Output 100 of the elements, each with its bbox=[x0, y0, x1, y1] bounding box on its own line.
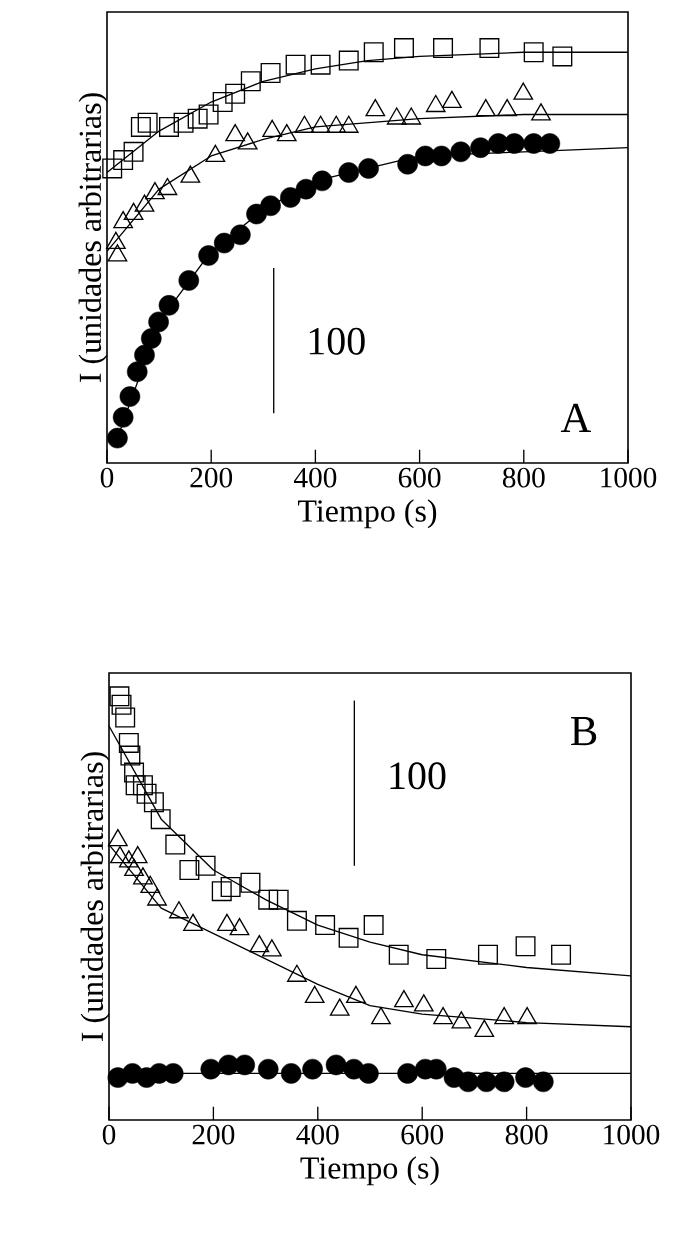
point bbox=[120, 745, 141, 766]
point bbox=[148, 311, 169, 333]
point bbox=[123, 141, 144, 162]
point bbox=[280, 1063, 302, 1084]
x-tick-label: 600 bbox=[398, 467, 441, 488]
annotation: 100 bbox=[309, 327, 365, 355]
point bbox=[388, 944, 409, 965]
point bbox=[113, 150, 134, 171]
point bbox=[118, 732, 139, 753]
point bbox=[393, 38, 414, 59]
point bbox=[433, 38, 454, 59]
point bbox=[230, 224, 251, 246]
x-tick-label: 400 bbox=[293, 467, 337, 488]
point bbox=[112, 407, 134, 428]
x-axis-title: Tiempo (s) bbox=[300, 1156, 439, 1186]
x-tick-label: 1000 bbox=[601, 467, 657, 488]
point bbox=[397, 1063, 418, 1084]
y-axis-title: I (unidades arbitrarias) bbox=[80, 752, 110, 1042]
point bbox=[457, 1071, 479, 1093]
point bbox=[137, 112, 158, 133]
point bbox=[533, 1071, 554, 1093]
point bbox=[130, 116, 151, 137]
point bbox=[179, 860, 200, 881]
annotation: 100 bbox=[390, 762, 446, 790]
point bbox=[159, 116, 179, 137]
point bbox=[325, 1054, 347, 1076]
point bbox=[552, 46, 573, 67]
point bbox=[260, 62, 281, 83]
point bbox=[280, 187, 301, 208]
point bbox=[115, 707, 136, 728]
point bbox=[195, 855, 216, 876]
point bbox=[198, 104, 219, 125]
point bbox=[158, 295, 180, 316]
point bbox=[479, 38, 500, 59]
point bbox=[358, 1063, 379, 1084]
point bbox=[286, 910, 307, 931]
point bbox=[260, 195, 281, 217]
point bbox=[220, 876, 241, 897]
point bbox=[315, 915, 336, 936]
point bbox=[415, 145, 436, 167]
point bbox=[397, 154, 418, 175]
point bbox=[295, 178, 317, 200]
x-tick-label: 600 bbox=[401, 1124, 444, 1145]
point bbox=[165, 834, 186, 855]
point bbox=[539, 133, 561, 154]
point bbox=[302, 1058, 323, 1080]
point bbox=[311, 170, 333, 192]
point bbox=[136, 783, 157, 804]
point bbox=[426, 948, 447, 969]
point bbox=[246, 203, 267, 225]
point bbox=[187, 108, 208, 129]
point bbox=[431, 145, 452, 167]
point bbox=[109, 686, 130, 707]
point bbox=[134, 344, 155, 366]
point bbox=[358, 158, 379, 179]
point bbox=[450, 141, 472, 163]
annotation: B bbox=[571, 717, 597, 746]
point bbox=[338, 50, 359, 71]
point bbox=[523, 42, 544, 63]
y-axis-title: I (unidades arbitrarias) bbox=[78, 93, 108, 383]
point bbox=[476, 1071, 497, 1093]
point bbox=[126, 361, 148, 382]
point bbox=[141, 328, 162, 349]
point bbox=[225, 83, 246, 104]
point bbox=[132, 775, 153, 796]
point bbox=[504, 133, 525, 154]
point bbox=[515, 1067, 536, 1088]
point bbox=[551, 944, 572, 965]
point bbox=[338, 162, 360, 183]
point bbox=[125, 775, 146, 796]
point bbox=[198, 245, 219, 266]
point bbox=[173, 112, 194, 133]
point bbox=[310, 54, 331, 75]
point bbox=[470, 137, 491, 158]
point bbox=[258, 889, 279, 910]
point bbox=[200, 1058, 222, 1080]
point bbox=[363, 42, 384, 63]
point bbox=[234, 1054, 255, 1076]
point bbox=[240, 71, 261, 92]
x-tick-label: 200 bbox=[192, 1124, 235, 1145]
point bbox=[212, 92, 233, 113]
x-tick-label: 400 bbox=[296, 1124, 339, 1145]
point bbox=[143, 792, 164, 813]
point bbox=[338, 927, 359, 948]
x-tick-label: 200 bbox=[190, 467, 233, 488]
point bbox=[211, 881, 232, 902]
point bbox=[515, 936, 536, 957]
annotation: A bbox=[560, 403, 591, 432]
point bbox=[363, 915, 384, 936]
point bbox=[285, 54, 306, 75]
point bbox=[493, 1071, 515, 1093]
x-axis-title: Tiempo (s) bbox=[298, 499, 437, 529]
x-tick-label: 800 bbox=[502, 467, 545, 488]
point bbox=[150, 809, 171, 830]
point bbox=[124, 762, 145, 783]
point bbox=[268, 889, 289, 910]
x-tick-label: 1000 bbox=[604, 1124, 660, 1145]
point bbox=[111, 694, 132, 715]
point bbox=[107, 427, 128, 449]
point bbox=[240, 872, 261, 893]
